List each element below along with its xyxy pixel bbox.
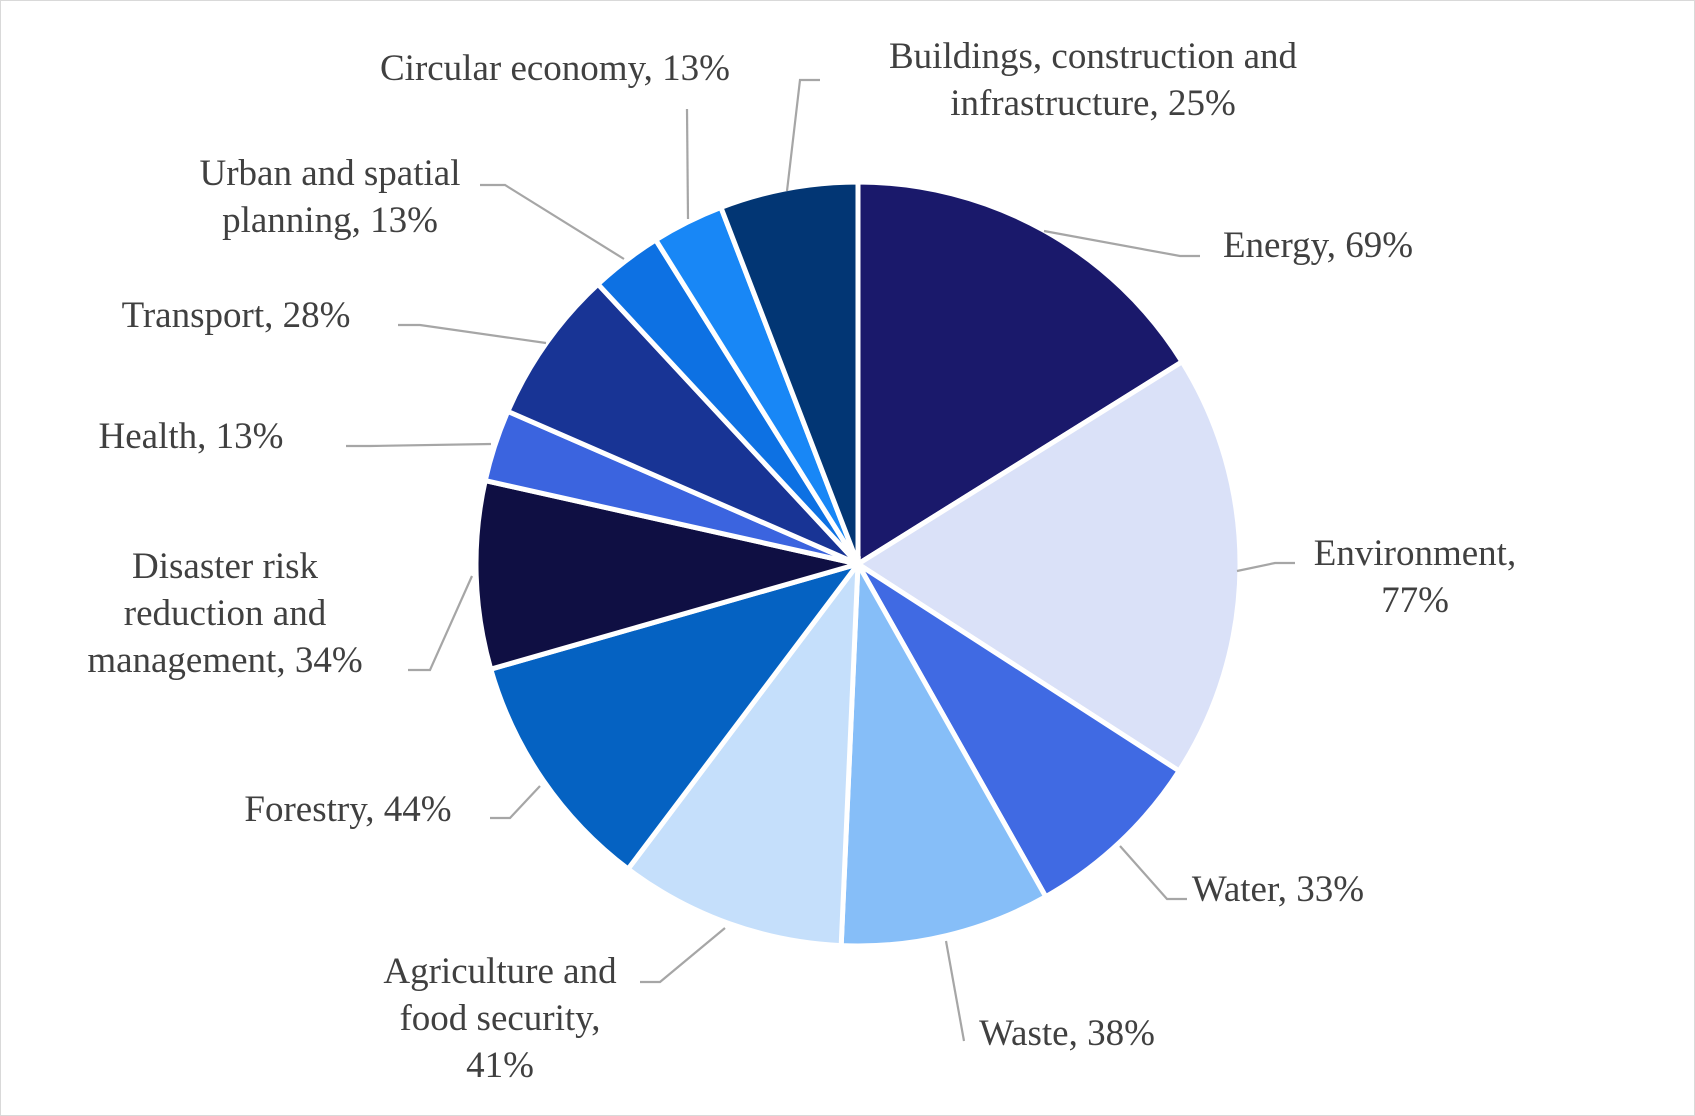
pie-slice-water bbox=[855, 561, 1183, 901]
data-label-line: Water, 33% bbox=[1192, 869, 1364, 910]
data-label-energy: Energy, 69% bbox=[1223, 225, 1413, 266]
leader-line-urban-and-spatial-planning bbox=[480, 183, 625, 260]
data-label-agriculture-and-food-security: Agriculture and food security, 41% bbox=[383, 951, 617, 1086]
pie-slice-energy bbox=[855, 179, 1186, 569]
data-labels: Energy, 69% Environment, 77% Water, 33% Wast… bbox=[87, 36, 1516, 1086]
leader-line-energy bbox=[1043, 229, 1200, 258]
leader-line-health bbox=[346, 442, 492, 448]
pie-slice-agriculture-and-food-security bbox=[624, 556, 861, 949]
leader-line-water bbox=[1119, 845, 1187, 901]
data-label-waste: Waste, 38% bbox=[979, 1013, 1155, 1054]
data-label-line: Circular economy, 13% bbox=[380, 48, 730, 89]
leader-line-agriculture-and-food-security bbox=[640, 927, 726, 984]
leader-line-disaster-risk-reduction-and-management bbox=[408, 575, 474, 672]
data-label-environment: Environment, 77% bbox=[1314, 533, 1516, 621]
pie-slice-transport bbox=[504, 280, 860, 567]
leader-line-circular-economy bbox=[685, 108, 690, 220]
data-label-water: Water, 33% bbox=[1192, 869, 1364, 910]
data-label-line: Health, 13% bbox=[99, 416, 284, 457]
data-label-transport: Transport, 28% bbox=[122, 295, 351, 336]
data-label-line: management, 34% bbox=[87, 640, 362, 681]
leader-line-forestry bbox=[490, 785, 541, 820]
data-label-forestry: Forestry, 44% bbox=[244, 789, 451, 830]
pie-slices bbox=[473, 179, 1243, 949]
data-label-line: Forestry, 44% bbox=[244, 789, 451, 830]
data-label-line: Buildings, construction and bbox=[889, 36, 1297, 77]
data-label-line: Environment, bbox=[1314, 533, 1516, 574]
data-label-disaster-risk-reduction-and-management: Disaster risk reduction and management, 34… bbox=[87, 546, 362, 681]
leader-line-buildings-construction-and-infrastructure bbox=[785, 78, 820, 192]
leader-lines bbox=[346, 78, 1295, 1042]
data-label-line: planning, 13% bbox=[222, 200, 438, 241]
data-label-line: reduction and bbox=[124, 593, 327, 634]
data-label-line: Agriculture and bbox=[383, 951, 617, 992]
data-label-buildings-construction-and-infrastructure: Buildings, construction and infrastructur… bbox=[889, 36, 1297, 124]
data-label-line: infrastructure, 25% bbox=[950, 83, 1236, 124]
pie-slice-disaster-risk-reduction-and-management bbox=[473, 477, 859, 673]
leader-line-environment bbox=[1236, 561, 1295, 573]
pie-slice-forestry bbox=[487, 559, 865, 873]
data-label-urban-and-spatial-planning: Urban and spatial planning, 13% bbox=[200, 153, 461, 241]
data-label-line: Energy, 69% bbox=[1223, 225, 1413, 266]
data-label-line: 41% bbox=[466, 1045, 534, 1086]
leader-line-waste bbox=[944, 940, 966, 1042]
data-label-line: Disaster risk bbox=[132, 546, 318, 587]
data-label-line: Transport, 28% bbox=[122, 295, 351, 336]
data-label-circular-economy: Circular economy, 13% bbox=[380, 48, 730, 89]
data-label-health: Health, 13% bbox=[99, 416, 284, 457]
data-label-line: Waste, 38% bbox=[979, 1013, 1155, 1054]
leader-line-transport bbox=[398, 323, 547, 345]
data-label-line: food security, bbox=[399, 998, 600, 1039]
pie-slice-environment bbox=[853, 358, 1243, 775]
pie-slice-waste bbox=[838, 555, 1050, 949]
data-label-line: Urban and spatial bbox=[200, 153, 461, 194]
data-label-line: 77% bbox=[1381, 580, 1449, 621]
